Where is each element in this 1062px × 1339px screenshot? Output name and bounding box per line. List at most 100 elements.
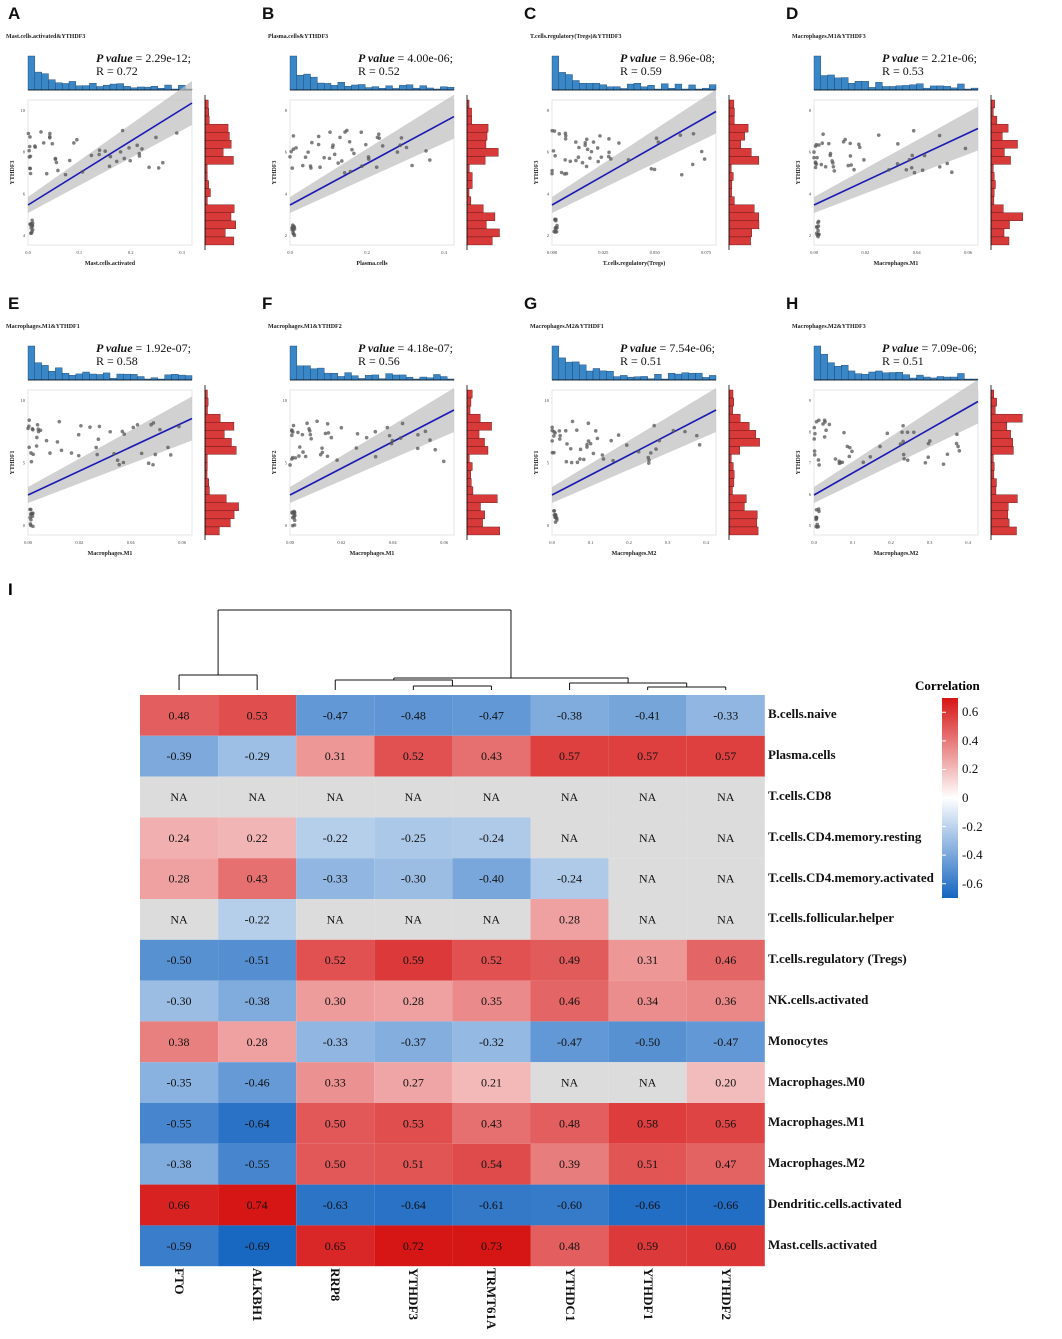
scatter-point	[562, 172, 567, 176]
scatter-point	[48, 131, 52, 136]
scatter-point	[320, 446, 324, 450]
r-value: R = 0.59	[620, 64, 662, 78]
heatmap-cell-value: 0.27	[403, 1076, 424, 1090]
panel-stats: P value = 1.92e-07; R = 0.58	[96, 342, 191, 368]
scatter-point	[348, 169, 353, 174]
right-hist-bar	[204, 180, 209, 189]
scatter-point	[609, 438, 613, 443]
scatter-point	[168, 453, 173, 457]
p-value: P value = 4.00e-06;	[358, 51, 453, 65]
right-hist-bar	[466, 115, 472, 125]
scatter-point	[363, 142, 368, 147]
heatmap-cell	[218, 776, 297, 818]
top-hist-bar	[296, 365, 304, 381]
scatter-point	[840, 460, 845, 465]
right-hist-bar	[728, 486, 733, 495]
heatmap-row-label: Monocytes	[768, 1032, 828, 1048]
heatmap-column-label: YTHDF1	[640, 1268, 656, 1320]
scatter-point	[654, 447, 658, 451]
top-hist-bar	[861, 81, 869, 91]
top-hist-bar	[882, 372, 890, 381]
scatter-point	[553, 431, 557, 435]
top-hist-bar	[419, 376, 427, 381]
heatmap-cell	[608, 980, 687, 1022]
heatmap-cell-value: 0.39	[559, 1157, 580, 1171]
right-hist-bar	[466, 228, 500, 238]
right-hist-bar	[990, 236, 1010, 246]
top-hist-bar	[405, 376, 414, 381]
heatmap-cell-value: NA	[639, 872, 657, 886]
heatmap-cell-value: -0.33	[323, 872, 348, 886]
heatmap-cell-value: NA	[639, 790, 657, 804]
scatter-point	[813, 161, 818, 165]
top-hist-bar	[613, 376, 621, 381]
legend-tick-label: 0.4	[962, 732, 979, 748]
scatter-panel-a: A Mast.cells.activated&YTHDF3 P value = 2.…	[0, 0, 262, 285]
top-hist-bar	[916, 374, 924, 381]
scatter-point	[862, 158, 866, 162]
x-tick-label: 0.02	[337, 540, 345, 545]
scatter-point	[905, 430, 910, 435]
heatmap-cell-value: -0.66	[713, 1198, 738, 1212]
right-hist-bar	[204, 132, 230, 141]
panel-label: A	[8, 4, 21, 23]
right-hist-bar	[204, 518, 231, 528]
x-tick-label: 0.00	[286, 540, 295, 545]
top-hist-bar	[323, 372, 332, 381]
heatmap-cell-value: NA	[483, 790, 501, 804]
heatmap-cell	[296, 899, 375, 940]
scatter-point	[654, 136, 659, 141]
scatter-point	[920, 168, 925, 173]
scatter-point	[395, 150, 400, 154]
heatmap-cell	[686, 695, 765, 736]
scatter-point	[121, 460, 126, 465]
top-hist-bar	[68, 81, 77, 91]
top-hist-bar	[116, 373, 124, 381]
panel-stats: P value = 7.09e-06; R = 0.51	[882, 342, 977, 368]
scatter-point	[584, 137, 589, 142]
regression-line	[813, 127, 979, 206]
top-hist-bar	[654, 374, 662, 381]
right-hist-bar	[990, 196, 995, 205]
y-axis-label: YTHDF3	[796, 451, 802, 475]
heatmap-cell	[296, 776, 375, 818]
top-hist-bar	[296, 75, 304, 91]
heatmap-cell	[530, 776, 609, 818]
scatter-point	[338, 135, 342, 140]
scatter-point	[28, 171, 33, 176]
heatmap-cell-value: -0.22	[245, 912, 270, 926]
top-hist-bar	[854, 81, 863, 91]
scatter-point	[902, 457, 906, 461]
p-value-label: P value	[620, 51, 657, 65]
right-hist-bar	[990, 132, 1003, 141]
scatter-point	[300, 163, 305, 168]
p-value-label: P value	[882, 51, 919, 65]
top-hist-bar	[405, 84, 414, 91]
scatter-point	[79, 423, 83, 428]
top-hist-bar	[55, 367, 63, 381]
scatter-point	[97, 148, 102, 152]
top-hist-bar	[882, 86, 890, 91]
right-hist-bar	[466, 148, 499, 157]
heatmap-svg: 0.48 0.53 -0.47 -0.48 -0.47 -0.38 -0.41 -0.33 -0…	[140, 609, 958, 1267]
top-hist-bar	[446, 86, 455, 91]
top-hist-bar	[633, 82, 642, 91]
top-hist-bar	[585, 83, 594, 91]
top-hist-bar	[827, 362, 835, 381]
scatter-point	[316, 142, 321, 147]
right-hist-bar	[728, 156, 760, 165]
top-hist-bar	[317, 367, 325, 381]
x-tick-label: 0.1	[77, 250, 83, 255]
right-hist-bar	[204, 212, 232, 221]
heatmap-cell	[608, 695, 687, 736]
heatmap-cell	[452, 735, 531, 777]
right-hist-bar	[728, 405, 733, 415]
scatter-point	[332, 152, 337, 157]
panel-label: F	[262, 294, 273, 313]
heatmap-cell	[218, 980, 297, 1022]
x-tick-label: 0.1	[588, 540, 594, 545]
scatter-point	[331, 143, 335, 147]
right-hist-bar	[466, 236, 493, 246]
scatter-point	[131, 425, 136, 430]
heatmap-cell-value: -0.69	[245, 1239, 270, 1253]
